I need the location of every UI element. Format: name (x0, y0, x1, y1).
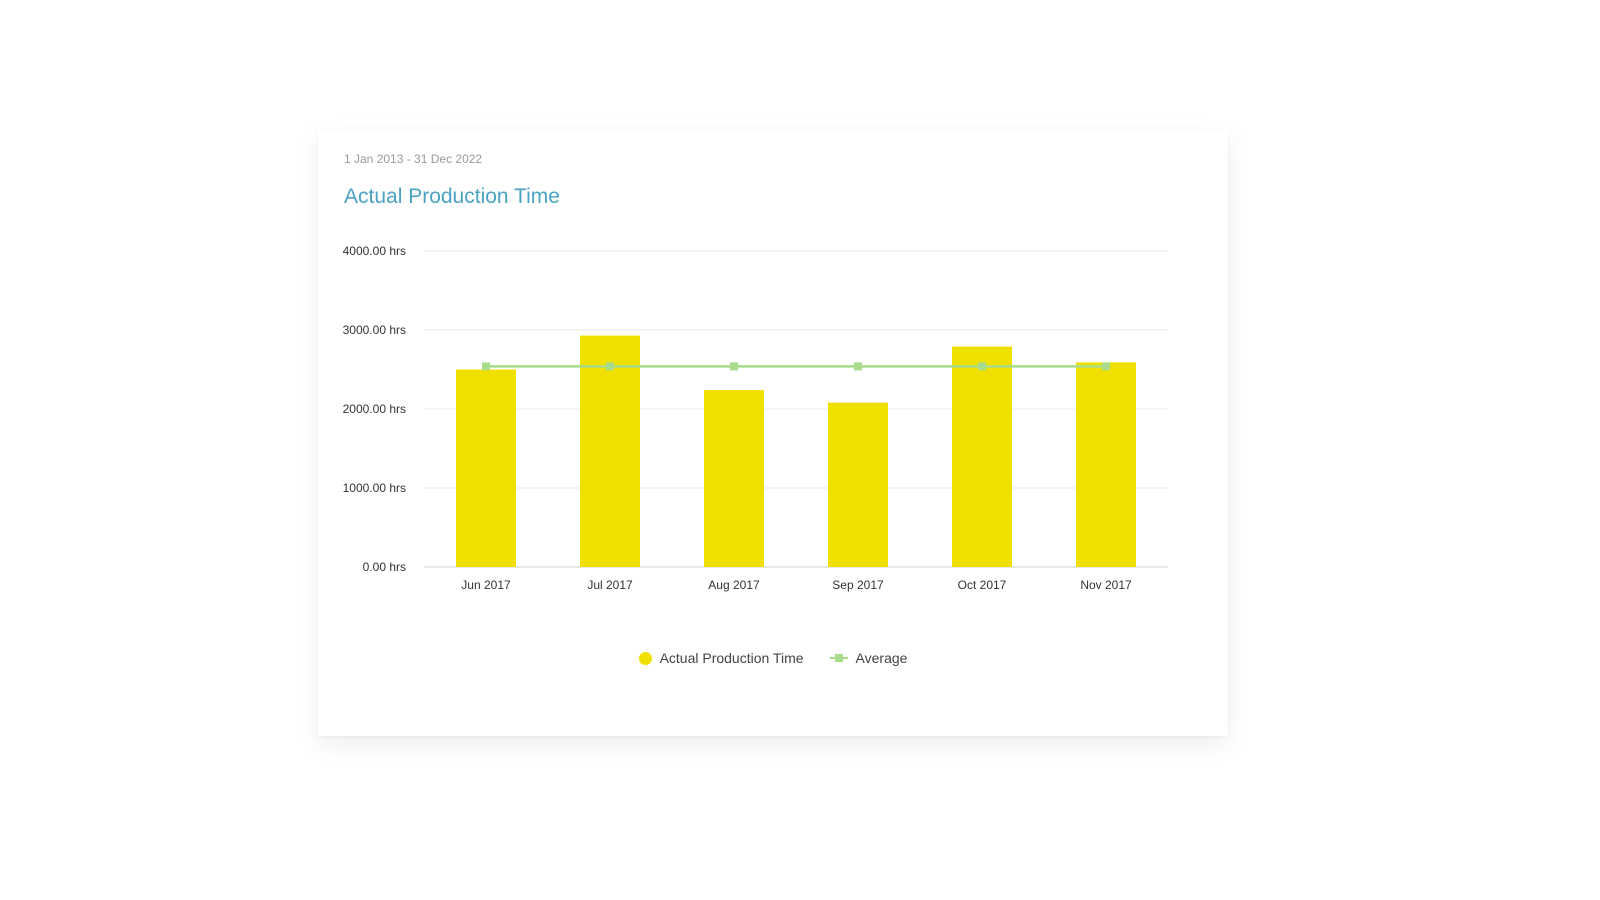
x-tick-label-3: Sep 2017 (832, 578, 884, 592)
average-line-layer (482, 362, 1110, 371)
bar-oct-2017 (952, 346, 1012, 567)
y-tick-label-3: 3000.00 hrs (343, 323, 406, 337)
date-range-label: 1 Jan 2013 - 31 Dec 2022 (344, 152, 483, 166)
bar-chart: 0.00 hrs 1000.00 hrs 2000.00 hrs 3000.00 hr… (343, 244, 1168, 592)
average-point-1 (606, 362, 614, 371)
y-tick-label-1: 1000.00 hrs (343, 481, 406, 495)
chart-legend: Actual Production Time Average (318, 650, 1228, 666)
y-axis-ticks: 0.00 hrs 1000.00 hrs 2000.00 hrs 3000.00 hr… (343, 244, 406, 574)
bars (456, 335, 1136, 567)
legend-item-actual[interactable]: Actual Production Time (638, 650, 804, 666)
x-tick-label-5: Nov 2017 (1080, 578, 1132, 592)
bar-jul-2017 (580, 335, 640, 567)
average-point-2 (730, 362, 738, 371)
chart-card: 1 Jan 2013 - 31 Dec 2022 Actual Producti… (318, 130, 1228, 736)
x-tick-label-1: Jul 2017 (587, 578, 633, 592)
x-axis-ticks: Jun 2017 Jul 2017 Aug 2017 Sep 2017 Oct 2017… (461, 578, 1132, 592)
bar-sep-2017 (828, 402, 888, 567)
legend-actual-label: Actual Production Time (659, 650, 804, 666)
y-tick-label-4: 4000.00 hrs (343, 244, 406, 258)
legend-average-label: Average (855, 650, 908, 666)
legend-average-marker (829, 653, 848, 663)
x-tick-label-0: Jun 2017 (461, 578, 511, 592)
x-tick-label-2: Aug 2017 (708, 578, 760, 592)
chart-title: Actual Production Time (344, 185, 560, 208)
average-point-0 (482, 362, 490, 371)
bar-nov-2017 (1076, 362, 1136, 567)
y-tick-label-2: 2000.00 hrs (343, 402, 406, 416)
grid-lines (424, 250, 1168, 568)
average-point-3 (854, 362, 862, 371)
average-point-5 (1102, 362, 1110, 371)
legend-item-average[interactable]: Average (829, 650, 908, 666)
average-point-4 (978, 362, 986, 371)
bar-aug-2017 (704, 390, 764, 567)
legend-actual-marker (638, 651, 652, 665)
bar-jun-2017 (456, 369, 516, 567)
x-tick-label-4: Oct 2017 (958, 578, 1007, 592)
y-tick-label-0: 0.00 hrs (363, 560, 406, 574)
